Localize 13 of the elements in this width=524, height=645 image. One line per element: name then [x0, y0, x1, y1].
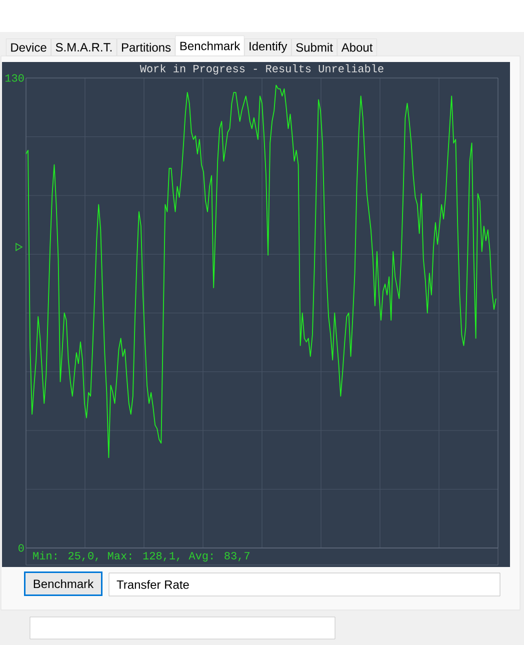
text: Transfer Rate [116, 580, 189, 589]
chart-title: Work in Progress - Results Unreliable [140, 64, 384, 74]
text: About [341, 42, 373, 52]
text: Device [11, 42, 46, 52]
text: Benchmark [34, 579, 94, 588]
y-tick-label: 0 [18, 544, 24, 552]
text: Partitions [122, 42, 171, 52]
text: S.M.A.R.T. [56, 43, 112, 52]
text: Identify [250, 42, 288, 53]
text: Submit [296, 42, 333, 52]
text: Min: 25,0, Max: 128,1, Avg: 83,7 [33, 551, 250, 562]
y-tick-label: 130 [5, 74, 24, 82]
text: Benchmark [180, 41, 240, 50]
